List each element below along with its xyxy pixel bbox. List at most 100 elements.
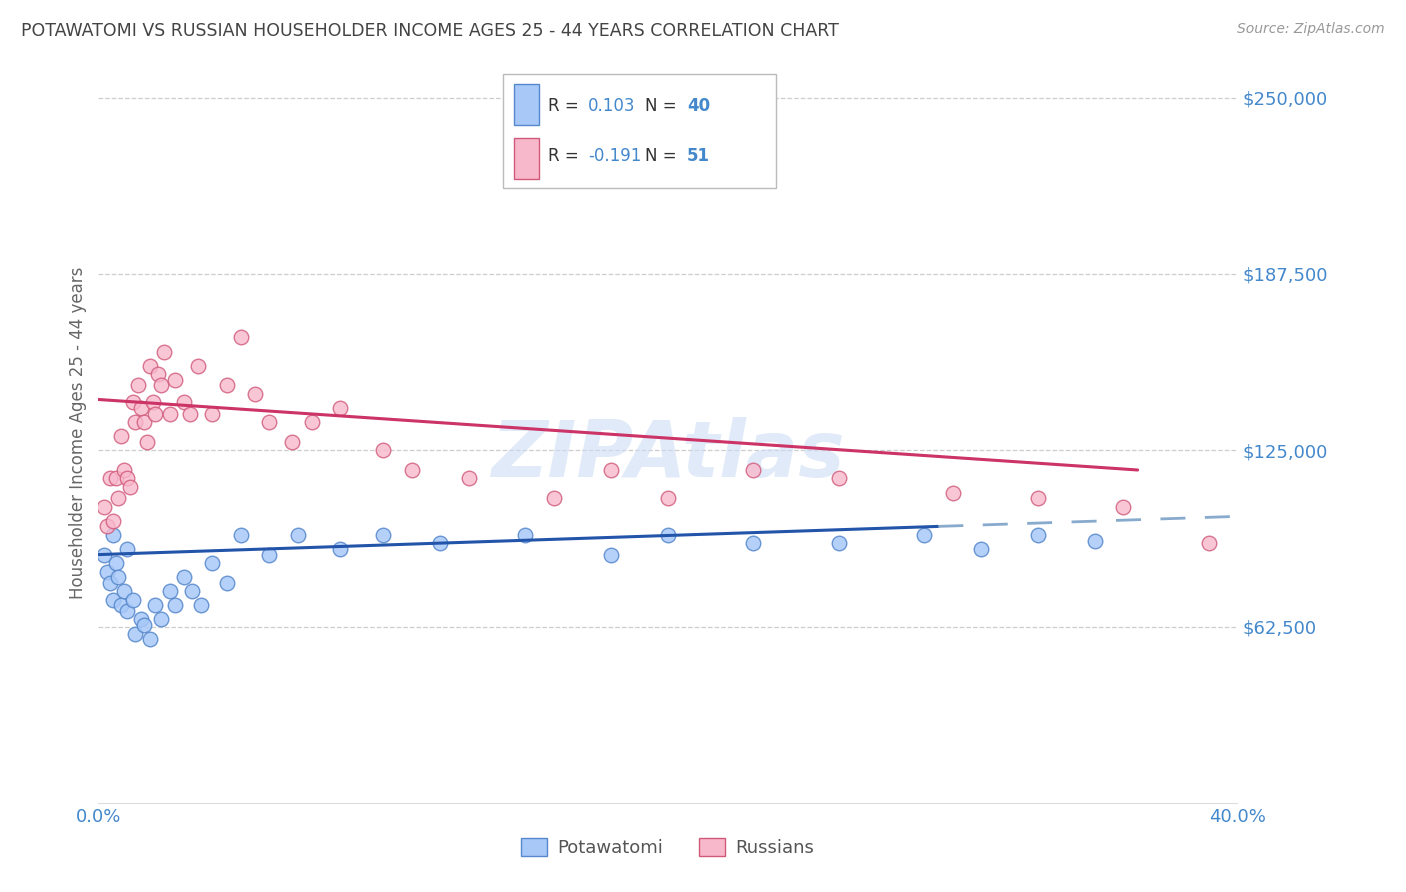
Point <box>229 528 252 542</box>
Point <box>115 604 138 618</box>
Point <box>1284 514 1306 528</box>
Point <box>457 471 479 485</box>
Point <box>132 415 155 429</box>
Point <box>159 407 181 421</box>
Point <box>373 443 395 458</box>
Y-axis label: Householder Income Ages 25 - 44 years: Householder Income Ages 25 - 44 years <box>69 267 87 599</box>
Point <box>153 344 176 359</box>
Point <box>110 429 132 443</box>
Text: R =: R = <box>548 96 585 115</box>
Point <box>98 471 121 485</box>
Point <box>600 548 623 562</box>
Point <box>129 401 152 415</box>
Point <box>179 407 201 421</box>
Point <box>281 434 304 449</box>
Text: N =: N = <box>645 147 682 165</box>
Text: Source: ZipAtlas.com: Source: ZipAtlas.com <box>1237 22 1385 37</box>
Text: 51: 51 <box>688 147 710 165</box>
Legend: Potawatomi, Russians: Potawatomi, Russians <box>515 830 821 864</box>
Point <box>828 471 851 485</box>
Point <box>181 584 204 599</box>
Point <box>329 541 352 556</box>
Point <box>942 485 965 500</box>
Text: N =: N = <box>645 96 682 115</box>
Point <box>129 612 152 626</box>
Point <box>329 401 352 415</box>
Point <box>135 434 157 449</box>
Point <box>107 570 129 584</box>
Point <box>104 556 127 570</box>
Point <box>101 592 124 607</box>
Point <box>1084 533 1107 548</box>
Point <box>1398 491 1406 506</box>
Point <box>124 415 146 429</box>
Point <box>259 548 281 562</box>
Point <box>138 632 160 647</box>
Point <box>115 541 138 556</box>
Point <box>118 480 141 494</box>
Text: 40: 40 <box>688 96 710 115</box>
Text: POTAWATOMI VS RUSSIAN HOUSEHOLDER INCOME AGES 25 - 44 YEARS CORRELATION CHART: POTAWATOMI VS RUSSIAN HOUSEHOLDER INCOME… <box>21 22 839 40</box>
Point <box>373 528 395 542</box>
FancyBboxPatch shape <box>503 73 776 188</box>
Point <box>98 575 121 590</box>
Point <box>543 491 565 506</box>
Text: -0.191: -0.191 <box>588 147 641 165</box>
Point <box>215 378 238 392</box>
Point <box>121 395 143 409</box>
Point <box>101 514 124 528</box>
Point <box>1112 500 1135 514</box>
Point <box>742 463 765 477</box>
Point <box>150 378 173 392</box>
Point <box>1026 491 1049 506</box>
Point <box>110 599 132 613</box>
Point <box>104 471 127 485</box>
Point <box>187 359 209 373</box>
Text: R =: R = <box>548 147 585 165</box>
Point <box>301 415 323 429</box>
Point <box>93 548 115 562</box>
Point <box>124 626 146 640</box>
Point <box>600 463 623 477</box>
Point <box>96 519 118 533</box>
Point <box>159 584 181 599</box>
Point <box>165 373 187 387</box>
Point <box>515 528 537 542</box>
Point <box>201 407 224 421</box>
Point <box>657 528 679 542</box>
Point <box>145 407 167 421</box>
Point <box>912 528 935 542</box>
Point <box>112 584 135 599</box>
Point <box>1026 528 1049 542</box>
Point <box>112 463 135 477</box>
Point <box>215 575 238 590</box>
Point <box>190 599 212 613</box>
Point <box>127 378 149 392</box>
Bar <box>515 85 538 125</box>
Point <box>429 536 451 550</box>
Point <box>96 565 118 579</box>
Point <box>121 592 143 607</box>
Point <box>148 367 170 381</box>
Text: 0.103: 0.103 <box>588 96 636 115</box>
Point <box>742 536 765 550</box>
Point <box>1198 536 1220 550</box>
Point <box>138 359 160 373</box>
Point <box>145 599 167 613</box>
Point <box>201 556 224 570</box>
Point <box>115 471 138 485</box>
Point <box>93 500 115 514</box>
Point <box>173 570 195 584</box>
Point <box>657 491 679 506</box>
Point <box>243 387 266 401</box>
Point <box>259 415 281 429</box>
Point <box>165 599 187 613</box>
Text: ZIPAtlas: ZIPAtlas <box>491 417 845 493</box>
Point <box>132 618 155 632</box>
Point <box>141 395 163 409</box>
Point <box>401 463 423 477</box>
Point <box>101 528 124 542</box>
Point <box>229 330 252 344</box>
Point <box>107 491 129 506</box>
Point <box>828 536 851 550</box>
